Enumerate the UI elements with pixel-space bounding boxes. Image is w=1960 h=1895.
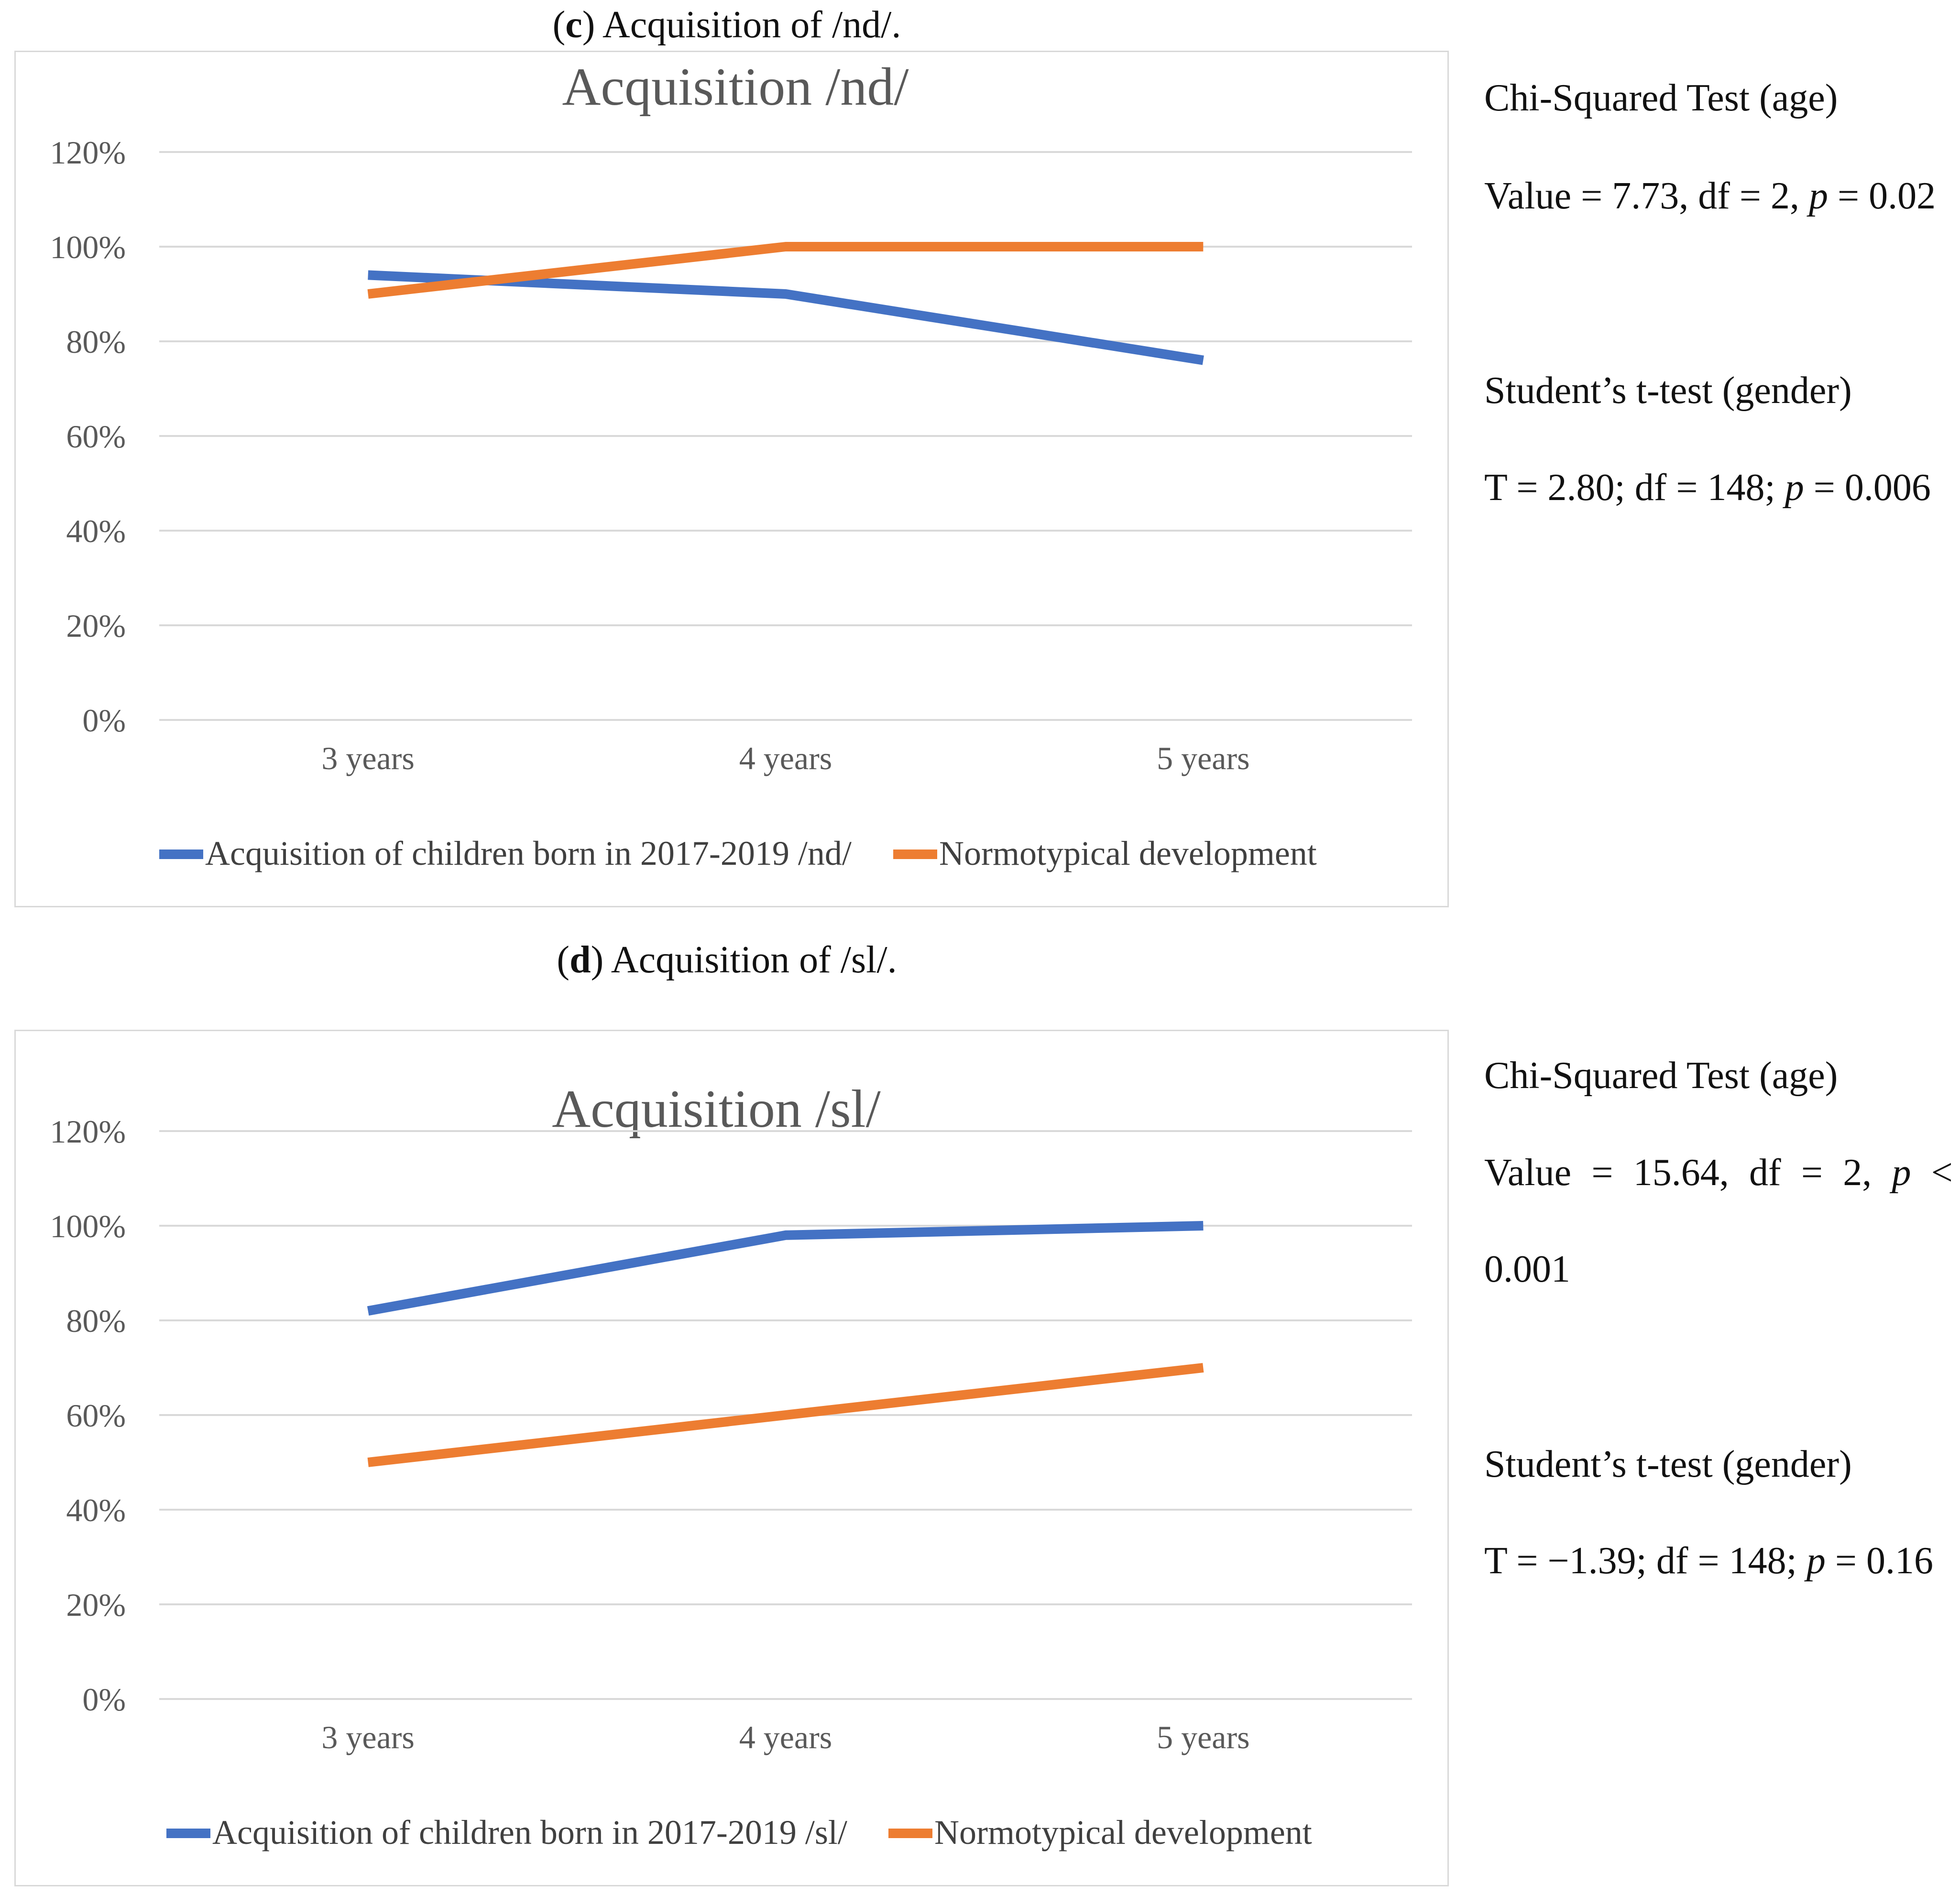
chi-word: Value <box>1484 1152 1572 1194</box>
y-tick-label: 80% <box>66 1303 126 1339</box>
caption-text: ) Acquisition of /nd/. <box>582 4 901 46</box>
chi-prefix: Value = 7.73, df = 2, <box>1484 175 1809 217</box>
chi-word: df <box>1749 1152 1781 1194</box>
x-tick-label: 4 years <box>739 740 832 776</box>
x-tick-label: 4 years <box>739 1719 832 1755</box>
legend-label-1: Acquisition of children born in 2017-201… <box>205 834 852 872</box>
t-suffix: = 0.16 <box>1825 1540 1933 1582</box>
p-symbol: p <box>1785 467 1804 509</box>
t-title: Student’s t-test (gender) <box>1484 1443 1852 1485</box>
t-suffix: = 0.006 <box>1804 467 1931 509</box>
x-tick-label: 5 years <box>1157 740 1249 776</box>
y-tick-label: 40% <box>66 1492 126 1528</box>
y-tick-label: 20% <box>66 608 126 644</box>
y-tick-label: 120% <box>50 1113 126 1150</box>
y-tick-label: 0% <box>82 702 126 739</box>
x-tick-label: 3 years <box>321 1719 414 1755</box>
caption-text: ) Acquisition of /sl/. <box>591 939 897 981</box>
t-result: T = 2.80; df = 148; p = 0.006 <box>1484 466 1931 510</box>
y-tick-label: 0% <box>82 1681 126 1718</box>
series-line-2 <box>367 242 1204 299</box>
t-prefix: T = −1.39; df = 148; <box>1484 1540 1807 1582</box>
chart-frame-nd: Acquisition /nd/0% 20% 40% 60% 80% 100% 120% 3 … <box>14 51 1449 907</box>
p-symbol: p <box>1892 1152 1911 1194</box>
legend-label-1: Acquisition of children born in 2017-201… <box>212 1813 847 1851</box>
p-symbol: p <box>1806 1540 1826 1582</box>
p-symbol: p <box>1809 175 1829 217</box>
chi-word: 15.64, <box>1633 1152 1729 1194</box>
y-tick-label: 60% <box>66 418 126 455</box>
legend-label-2: Normotypical development <box>939 834 1317 872</box>
chart-frame-sl: Acquisition /sl/0% 20% 40% 60% 80% 100% 120% 3 … <box>14 1030 1449 1886</box>
series-line-2 <box>367 1363 1204 1467</box>
chart-title: Acquisition /nd/ <box>562 57 909 117</box>
chart-title: Acquisition /sl/ <box>552 1079 881 1139</box>
chi-word: = <box>1801 1152 1823 1194</box>
chi-word: 2, <box>1843 1152 1872 1194</box>
series-line-1 <box>367 1221 1204 1316</box>
caption-letter: d <box>569 939 591 981</box>
x-tick-label: 5 years <box>1157 1719 1249 1755</box>
chi-word: < <box>1931 1152 1953 1194</box>
y-tick-label: 60% <box>66 1397 126 1434</box>
chi-result-cont: 0.001 <box>1484 1248 1570 1290</box>
series-line-1 <box>368 270 1204 365</box>
y-tick-label: 40% <box>66 513 126 549</box>
chart-nd: Acquisition /nd/0% 20% 40% 60% 80% 100% 120% 3 … <box>50 57 1412 872</box>
chi-suffix: = 0.02 <box>1828 175 1936 217</box>
t-result: T = −1.39; df = 148; p = 0.16 <box>1484 1539 1933 1583</box>
y-tick-label: 120% <box>50 134 126 171</box>
t-prefix: T = 2.80; df = 148; <box>1484 467 1785 509</box>
chart-sl: Acquisition /sl/0% 20% 40% 60% 80% 100% 120% 3 … <box>50 1079 1412 1851</box>
y-tick-label: 20% <box>66 1587 126 1623</box>
y-tick-label: 100% <box>50 229 126 265</box>
y-tick-label: 80% <box>66 324 126 360</box>
chi-word: = <box>1591 1152 1613 1194</box>
caption-c: (c) Acquisition of /nd/. <box>552 4 901 46</box>
legend-label-2: Normotypical development <box>934 1813 1312 1851</box>
caption-letter: c <box>565 4 582 46</box>
t-title: Student’s t-test (gender) <box>1484 370 1852 412</box>
chi-title: Chi-Squared Test (age) <box>1484 1055 1838 1097</box>
chi-result: Value = 7.73, df = 2, p = 0.02 <box>1484 174 1936 218</box>
x-tick-label: 3 years <box>321 740 414 776</box>
chi-title: Chi-Squared Test (age) <box>1484 77 1838 119</box>
chi-result: Value = 15.64, df = 2, p < <box>1484 1151 1953 1195</box>
caption-d: (d) Acquisition of /sl/. <box>557 939 897 981</box>
y-tick-label: 100% <box>50 1208 126 1244</box>
